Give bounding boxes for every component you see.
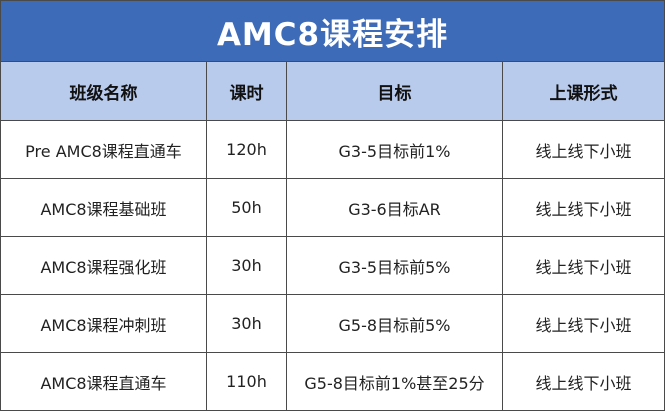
format-cell: 线上线下小班 — [501, 178, 666, 237]
goal-cell: G5-8目标前1%甚至25分 — [286, 352, 503, 411]
table-row: AMC8课程强化班 30h G3-5目标前5% 线上线下小班 — [0, 236, 666, 295]
table-row: AMC8课程冲刺班 30h G5-8目标前5% 线上线下小班 — [0, 294, 666, 353]
class-name-cell: AMC8课程直通车 — [0, 352, 207, 411]
table-row: Pre AMC8课程直通车 120h G3-5目标前1% 线上线下小班 — [0, 120, 666, 179]
goal-cell: G3-5目标前5% — [286, 236, 503, 295]
class-name-cell: AMC8课程强化班 — [0, 236, 207, 295]
hours-cell: 30h — [206, 294, 287, 353]
hours-cell: 30h — [206, 236, 287, 295]
format-cell: 线上线下小班 — [501, 120, 666, 179]
hours-cell: 110h — [206, 352, 287, 411]
goal-cell: G3-5目标前1% — [286, 120, 503, 179]
class-name-cell: AMC8课程基础班 — [0, 178, 207, 237]
hours-cell: 120h — [206, 120, 287, 179]
table-row: AMC8课程直通车 110h G5-8目标前1%甚至25分 线上线下小班 — [0, 352, 666, 411]
class-name-cell: Pre AMC8课程直通车 — [0, 120, 207, 179]
goal-cell: G3-6目标AR — [286, 178, 503, 237]
table-row: AMC8课程基础班 50h G3-6目标AR 线上线下小班 — [0, 178, 666, 237]
header-format: 上课形式 — [501, 61, 666, 121]
header-goal: 目标 — [286, 61, 503, 121]
goal-cell: G5-8目标前5% — [286, 294, 503, 353]
header-class-name: 班级名称 — [0, 61, 207, 121]
format-cell: 线上线下小班 — [501, 236, 666, 295]
format-cell: 线上线下小班 — [501, 352, 666, 411]
hours-cell: 50h — [206, 178, 287, 237]
header-hours: 课时 — [206, 61, 287, 121]
header-row: 班级名称 课时 目标 上课形式 — [0, 61, 666, 121]
class-name-cell: AMC8课程冲刺班 — [0, 294, 207, 353]
format-cell: 线上线下小班 — [501, 294, 666, 353]
table-title: AMC8课程安排 — [0, 0, 666, 62]
title-row: AMC8课程安排 — [0, 0, 666, 62]
